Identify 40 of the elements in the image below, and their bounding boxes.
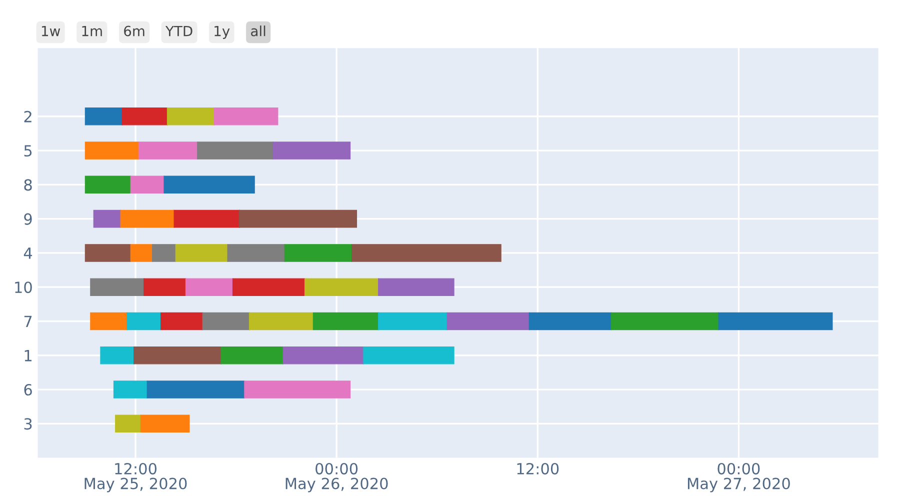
bar xyxy=(528,312,612,330)
bar xyxy=(160,312,204,330)
bar xyxy=(446,312,530,330)
y-tick-label: 4 xyxy=(24,248,32,259)
y-tick-label: 2 xyxy=(24,110,32,122)
x-tick-label: 12:00 May 25, 2020 xyxy=(84,462,187,492)
x-tick-label: 00:00 May 27, 2020 xyxy=(688,462,790,492)
bar xyxy=(185,278,234,296)
text: all xyxy=(251,26,266,36)
x-tick-label: 12:00 xyxy=(517,462,559,474)
y-tick-label: 9 xyxy=(24,213,32,225)
bar xyxy=(282,346,364,364)
bar xyxy=(351,244,502,262)
bar xyxy=(272,142,351,160)
bar xyxy=(130,244,153,262)
bar xyxy=(284,244,352,262)
bar xyxy=(140,414,190,433)
text: 1m xyxy=(82,26,102,36)
bar xyxy=(152,244,176,262)
bar xyxy=(244,380,351,398)
bar xyxy=(304,278,379,296)
y-tick-label: 1 xyxy=(24,350,32,362)
bar xyxy=(120,210,174,228)
bar xyxy=(312,312,380,330)
y-tick-label: 10 xyxy=(15,282,32,294)
y-tick-label: 3 xyxy=(24,418,32,430)
y-tick-label: 6 xyxy=(24,384,32,396)
bar xyxy=(197,142,274,160)
text: 6m xyxy=(124,26,144,36)
bar xyxy=(248,312,314,330)
bar xyxy=(718,312,833,330)
y-tick-label: 5 xyxy=(24,145,32,157)
bar xyxy=(174,210,240,228)
y-tick-label: 8 xyxy=(24,179,32,191)
text: YTD xyxy=(165,26,192,36)
x-tick-label: 00:00 May 26, 2020 xyxy=(286,462,388,492)
text: 1y xyxy=(214,26,230,39)
text: 1w xyxy=(42,26,60,36)
bar xyxy=(610,312,719,330)
y-tick-label: 7 xyxy=(24,316,32,328)
